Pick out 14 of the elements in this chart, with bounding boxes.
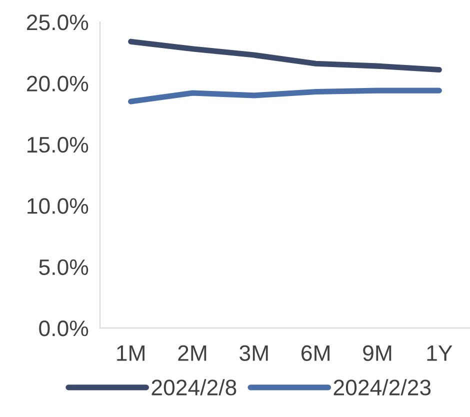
legend-label: 2024/2/23 xyxy=(334,379,431,396)
y-tick-label: 25.0% xyxy=(27,14,88,30)
legend-label: 2024/2/8 xyxy=(152,379,236,396)
y-tick-label: 10.0% xyxy=(28,198,88,214)
x-tick-label: 1Y xyxy=(427,345,452,361)
y-tick-label: 15.0% xyxy=(28,136,88,153)
x-tick-label: 6M xyxy=(302,345,330,361)
y-tick-label: 5.0% xyxy=(39,259,88,276)
x-tick-label: 3M xyxy=(240,345,268,361)
y-tick-label: 20.0% xyxy=(27,76,88,92)
x-tick-label: 9M xyxy=(363,345,392,361)
x-tick-label: 2M xyxy=(178,345,206,361)
y-tick-label: 0.0% xyxy=(39,320,88,336)
x-tick-label: 1M xyxy=(117,345,144,361)
